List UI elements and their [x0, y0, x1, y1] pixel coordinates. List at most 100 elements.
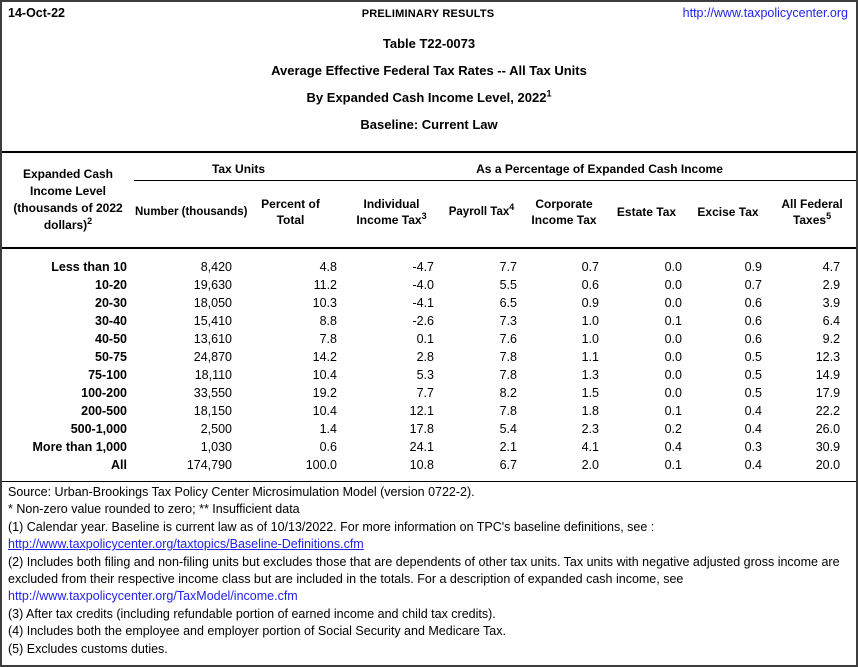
footnotes: Source: Urban-Brookings Tax Policy Cente… — [2, 481, 856, 658]
value-cell: 0.0 — [664, 278, 682, 292]
value-cell: 2.1 — [499, 440, 517, 454]
income-level-cell: 50-75 — [95, 350, 127, 364]
value-cell: 0.5 — [744, 368, 762, 382]
footnote-ref-2: 2 — [87, 216, 93, 226]
footnote-link[interactable]: http://www.taxpolicycenter.org/TaxModel/… — [8, 589, 298, 604]
value-cell: 0.1 — [664, 314, 682, 328]
value-cell: 0.0 — [664, 368, 682, 382]
value-cell: 0.9 — [581, 296, 599, 310]
income-level-cell: Less than 10 — [51, 260, 127, 274]
value-cell: 30.9 — [815, 440, 841, 454]
value-cell: 10.4 — [312, 404, 337, 418]
value-cell: 0.0 — [664, 332, 682, 346]
preliminary-results-label: PRELIMINARY RESULTS — [361, 8, 495, 20]
value-cell: 0.6 — [744, 332, 762, 346]
value-cell: 10.4 — [312, 368, 337, 382]
value-cell: 7.8 — [499, 368, 517, 382]
value-cell: 7.8 — [319, 332, 337, 346]
value-cell: -4.7 — [412, 260, 434, 274]
table-row: 40-50 13,610 7.8 0.1 7.6 1.0 0.0 0.6 9.2 — [2, 330, 856, 348]
value-cell: 20.0 — [815, 458, 841, 472]
footnote-link-line: http://www.taxpolicycenter.org/taxtopics… — [8, 536, 852, 553]
value-cell: 7.3 — [499, 314, 517, 328]
value-cell: 18,050 — [193, 296, 232, 310]
income-level-cell: All — [111, 458, 127, 472]
value-cell: 1.4 — [319, 422, 337, 436]
group-header-row: Expanded Cash Income Level (thousands of… — [2, 152, 856, 249]
value-cell: 0.4 — [744, 458, 762, 472]
value-cell: 12.1 — [409, 404, 434, 418]
value-cell: 1.0 — [581, 314, 599, 328]
footnote-text: Source: Urban-Brookings Tax Policy Cente… — [8, 485, 475, 499]
value-cell: 1.8 — [581, 404, 599, 418]
value-cell: 2,500 — [200, 422, 232, 436]
value-cell: 12.3 — [815, 350, 841, 364]
income-level-cell: 40-50 — [95, 332, 127, 346]
baseline-title: Baseline: Current Law — [360, 117, 498, 132]
footnote-link[interactable]: http://www.taxpolicycenter.org/taxtopics… — [8, 537, 364, 552]
value-cell: 24.1 — [409, 440, 434, 454]
table-row: 30-40 15,410 8.8 -2.6 7.3 1.0 0.1 0.6 6.4 — [2, 312, 856, 330]
table-row: 200-500 18,150 10.4 12.1 7.8 1.8 0.1 0.4 22.2 — [2, 402, 856, 420]
table-main-title: Average Effective Federal Tax Rates -- A… — [271, 63, 587, 78]
income-level-cell: 30-40 — [95, 314, 127, 328]
value-cell: -2.6 — [412, 314, 434, 328]
footnote-text: excluded from their respective income cl… — [8, 572, 684, 587]
top-bar: 14-Oct-22 PRELIMINARY RESULTS http://www… — [2, 2, 856, 20]
value-cell: 0.0 — [664, 260, 682, 274]
income-level-cell: More than 1,000 — [32, 440, 127, 454]
footnote-link-line: http://www.taxpolicycenter.org/TaxModel/… — [8, 588, 852, 605]
group-header-percentage: As a Percentage of Expanded Cash Income — [343, 152, 856, 181]
table-row: All 174,790 100.0 10.8 6.7 2.0 0.1 0.4 20.0 — [2, 456, 856, 474]
column-header: All Federal Taxes5 — [768, 180, 856, 249]
column-header: Excise Tax — [688, 180, 768, 249]
value-cell: 1.5 — [581, 386, 599, 400]
value-cell: 0.1 — [664, 404, 682, 418]
value-cell: 11.2 — [313, 278, 337, 292]
value-cell: 26.0 — [815, 422, 841, 436]
table-row: More than 1,000 1,030 0.6 24.1 2.1 4.1 0.4 0.3 3… — [2, 438, 856, 456]
value-cell: 0.4 — [744, 422, 762, 436]
value-cell: 6.4 — [822, 314, 841, 328]
spacer-row — [2, 248, 856, 258]
date-label: 14-Oct-22 — [8, 6, 65, 20]
value-cell: 5.4 — [499, 422, 517, 436]
value-cell: 10.3 — [312, 296, 337, 310]
value-cell: 0.6 — [581, 278, 599, 292]
value-cell: 0.6 — [744, 314, 762, 328]
value-cell: -4.1 — [412, 296, 434, 310]
value-cell: 19.2 — [312, 386, 337, 400]
value-cell: 7.8 — [499, 404, 517, 418]
column-header: Individual Income Tax3 — [343, 180, 440, 249]
site-link[interactable]: http://www.taxpolicycenter.org — [682, 6, 848, 20]
value-cell: 0.1 — [664, 458, 682, 472]
column-header-row: Number (thousands) Percent of Total Individ… — [2, 180, 856, 249]
income-level-column-header: Expanded Cash Income Level (thousands of… — [2, 152, 134, 249]
value-cell: 1.3 — [581, 368, 599, 382]
value-cell: 3.9 — [822, 296, 841, 310]
footnote-text: (3) After tax credits (including refunda… — [8, 606, 496, 621]
table-subtitle: By Expanded Cash Income Level, 20221 — [306, 88, 552, 105]
income-level-cell: 100-200 — [81, 386, 127, 400]
value-cell: 0.6 — [744, 296, 762, 310]
value-cell: 33,550 — [193, 386, 232, 400]
value-cell: 4.8 — [319, 260, 337, 274]
value-cell: 2.3 — [581, 422, 599, 436]
value-cell: 7.6 — [499, 332, 517, 346]
table-row: 50-75 24,870 14.2 2.8 7.8 1.1 0.0 0.5 12.3 — [2, 348, 856, 366]
value-cell: 13,610 — [193, 332, 232, 346]
value-cell: 1.0 — [581, 332, 599, 346]
value-cell: 18,110 — [194, 368, 232, 382]
value-cell: 10.8 — [409, 458, 434, 472]
footnote-text: (5) Excludes customs duties. — [8, 641, 168, 656]
value-cell: 0.4 — [664, 440, 682, 454]
table-row: 75-100 18,110 10.4 5.3 7.8 1.3 0.0 0.5 14.9 — [2, 366, 856, 384]
value-cell: 7.8 — [499, 350, 517, 364]
group-header-tax-units: Tax Units — [134, 152, 343, 181]
value-cell: 0.2 — [664, 422, 682, 436]
value-cell: 17.8 — [409, 422, 434, 436]
column-header: Number (thousands) — [134, 180, 247, 249]
value-cell: 6.5 — [499, 296, 517, 310]
table-row: 10-20 19,630 11.2 -4.0 5.5 0.6 0.0 0.7 2.9 — [2, 276, 856, 294]
